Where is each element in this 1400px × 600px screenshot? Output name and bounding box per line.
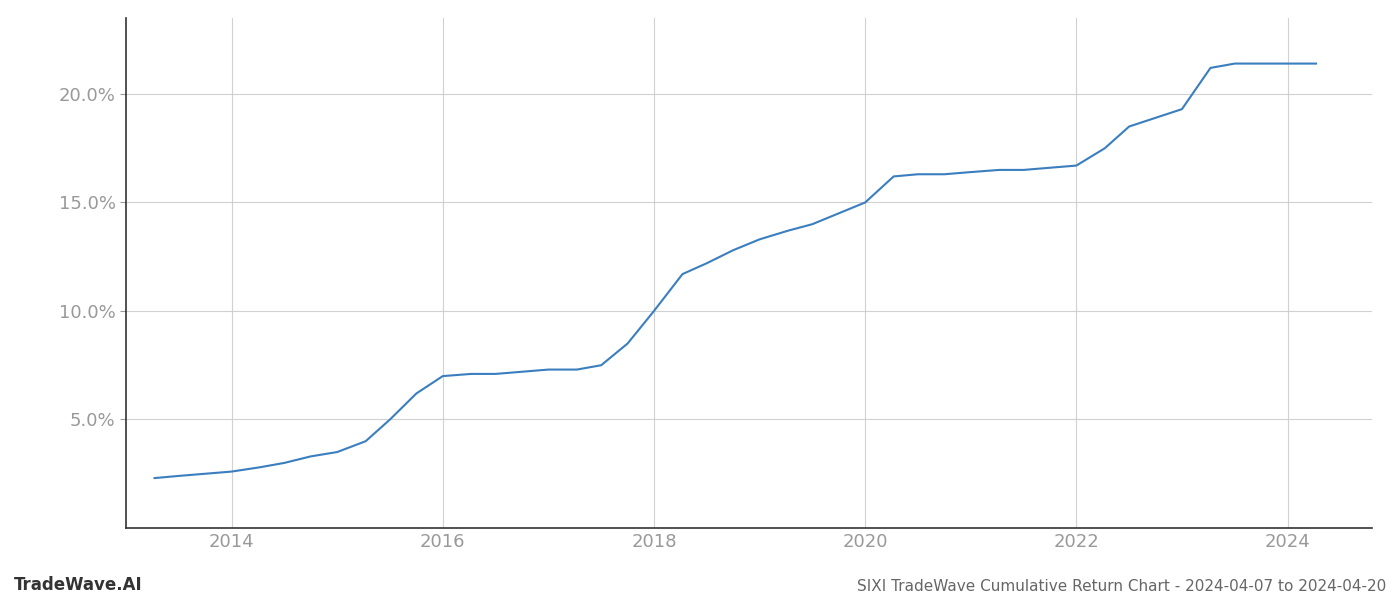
Text: TradeWave.AI: TradeWave.AI bbox=[14, 576, 143, 594]
Text: SIXI TradeWave Cumulative Return Chart - 2024-04-07 to 2024-04-20: SIXI TradeWave Cumulative Return Chart -… bbox=[857, 579, 1386, 594]
